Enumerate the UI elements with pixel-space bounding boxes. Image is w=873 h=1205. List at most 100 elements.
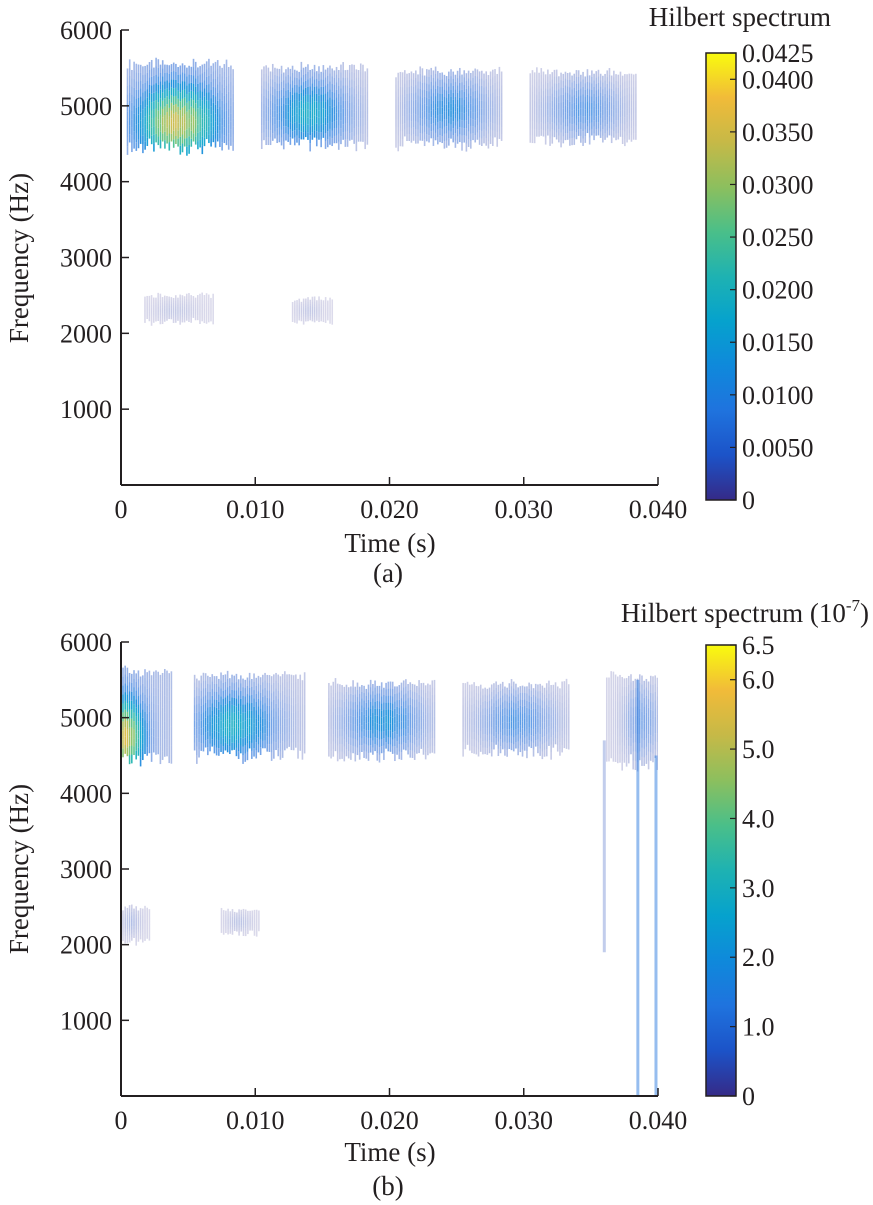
spectrum-cell [498,88,501,96]
spectrum-cell [233,929,236,932]
spectrum-cell [478,122,481,131]
spectrum-cell [430,74,433,82]
spectrum-cell [542,91,545,98]
spectrum-cell [222,690,225,699]
panel-b-colorbar-title-suffix: ) [860,598,869,628]
spectrum-cell [461,89,463,98]
spectrum-cell [470,110,472,119]
spectrum-cell [427,719,429,727]
spectrum-cell [426,90,428,99]
spectrum-cell [569,131,571,139]
spectrum-cell [473,703,475,711]
spectrum-cell [142,918,144,923]
spectrum-cell [249,922,251,925]
spectrum-cell [530,741,533,749]
spectrum-cell [222,915,225,918]
spectrum-cell [567,697,570,704]
spectrum-cell [345,713,348,721]
spectrum-cell [429,698,431,706]
spectrum-cell [172,105,175,114]
spectrum-cell [124,939,126,944]
spectrum-cell [242,678,244,688]
spectrum-cell [159,674,162,684]
spectrum-cell [257,698,260,707]
spectrum-cell [344,123,347,132]
spectrum-cell [139,136,142,144]
spectrum-cell [582,71,584,80]
spectrum-cell [278,105,281,113]
spectrum-cell [415,114,417,122]
spectrum-cell [236,918,238,921]
spectrum-cell [255,742,258,751]
spectrum-cell [150,127,153,136]
spectrum-cell [233,705,236,713]
spectrum-cell [398,707,401,715]
spectrum-cell [498,110,501,118]
spectrum-cell [571,124,573,132]
spectrum-cell [226,727,229,737]
spectrum-cell [434,96,437,104]
spectrum-cell [597,82,600,90]
y-tick-label: 5000 [60,92,112,121]
spectrum-cell [464,702,467,710]
spectrum-cell [334,714,337,722]
spectrum-cell [619,97,622,105]
spectrum-cell [155,133,157,143]
spectrum-cell [493,742,495,750]
spectrum-cell [142,717,144,727]
spectrum-cell [569,72,571,80]
spectrum-cell [331,312,334,315]
spectrum-cell [563,681,566,688]
spectrum-cell [515,722,517,730]
spectrum-cell [337,70,340,78]
spectrum-cell [428,91,430,99]
spectrum-cell [159,312,162,316]
spectrum-cell [331,319,334,323]
spectrum-cell [128,100,131,110]
spectrum-cell [161,725,164,734]
spectrum-cell [276,120,278,129]
spectrum-cell [532,722,535,730]
spectrum-cell [652,676,654,685]
spectrum-cell [157,312,159,316]
spectrum-cell [249,914,251,917]
spectrum-cell [249,916,251,919]
spectrum-cell [426,69,428,77]
spectrum-cell [159,299,162,303]
spectrum-cell [263,73,265,82]
spectrum-cell [632,80,635,88]
spectrum-cell [232,77,234,86]
spectrum-cell [566,113,569,120]
spectrum-cell [166,301,168,304]
spectrum-cell [265,137,267,145]
spectrum-cell [554,688,557,695]
spectrum-cell [231,720,233,728]
spectrum-cell [155,108,157,117]
spectrum-cell [200,713,203,721]
spectrum-cell [383,709,385,717]
spectrum-cell [296,321,298,324]
spectrum-cell [286,696,288,704]
spectrum-cell [207,707,209,716]
spectrum-cell [271,71,274,80]
spectrum-cell [407,719,409,727]
spectrum-cell [329,297,331,301]
spectrum-cell [193,705,196,713]
spectrum-cell [168,673,170,683]
spectrum-cell [170,79,173,88]
spectrum-cell [148,703,151,712]
spectrum-cell [635,126,637,134]
spectrum-cell [402,728,405,736]
spectrum-cell [645,729,648,739]
spectrum-cell [411,720,414,729]
spectrum-cell [404,103,406,110]
spectrum-cell [259,716,262,724]
spectrum-cell [223,135,226,144]
spectrum-cell [606,124,609,131]
spectrum-cell [441,86,444,94]
spectrum-cell [336,714,339,723]
spectrum-cell [331,114,333,123]
panel-b-ticks: 0 0.010 0.020 0.030 0.0401000200030004000500… [60,628,687,1135]
spectrum-cell [294,316,296,319]
spectrum-cell [137,114,140,124]
